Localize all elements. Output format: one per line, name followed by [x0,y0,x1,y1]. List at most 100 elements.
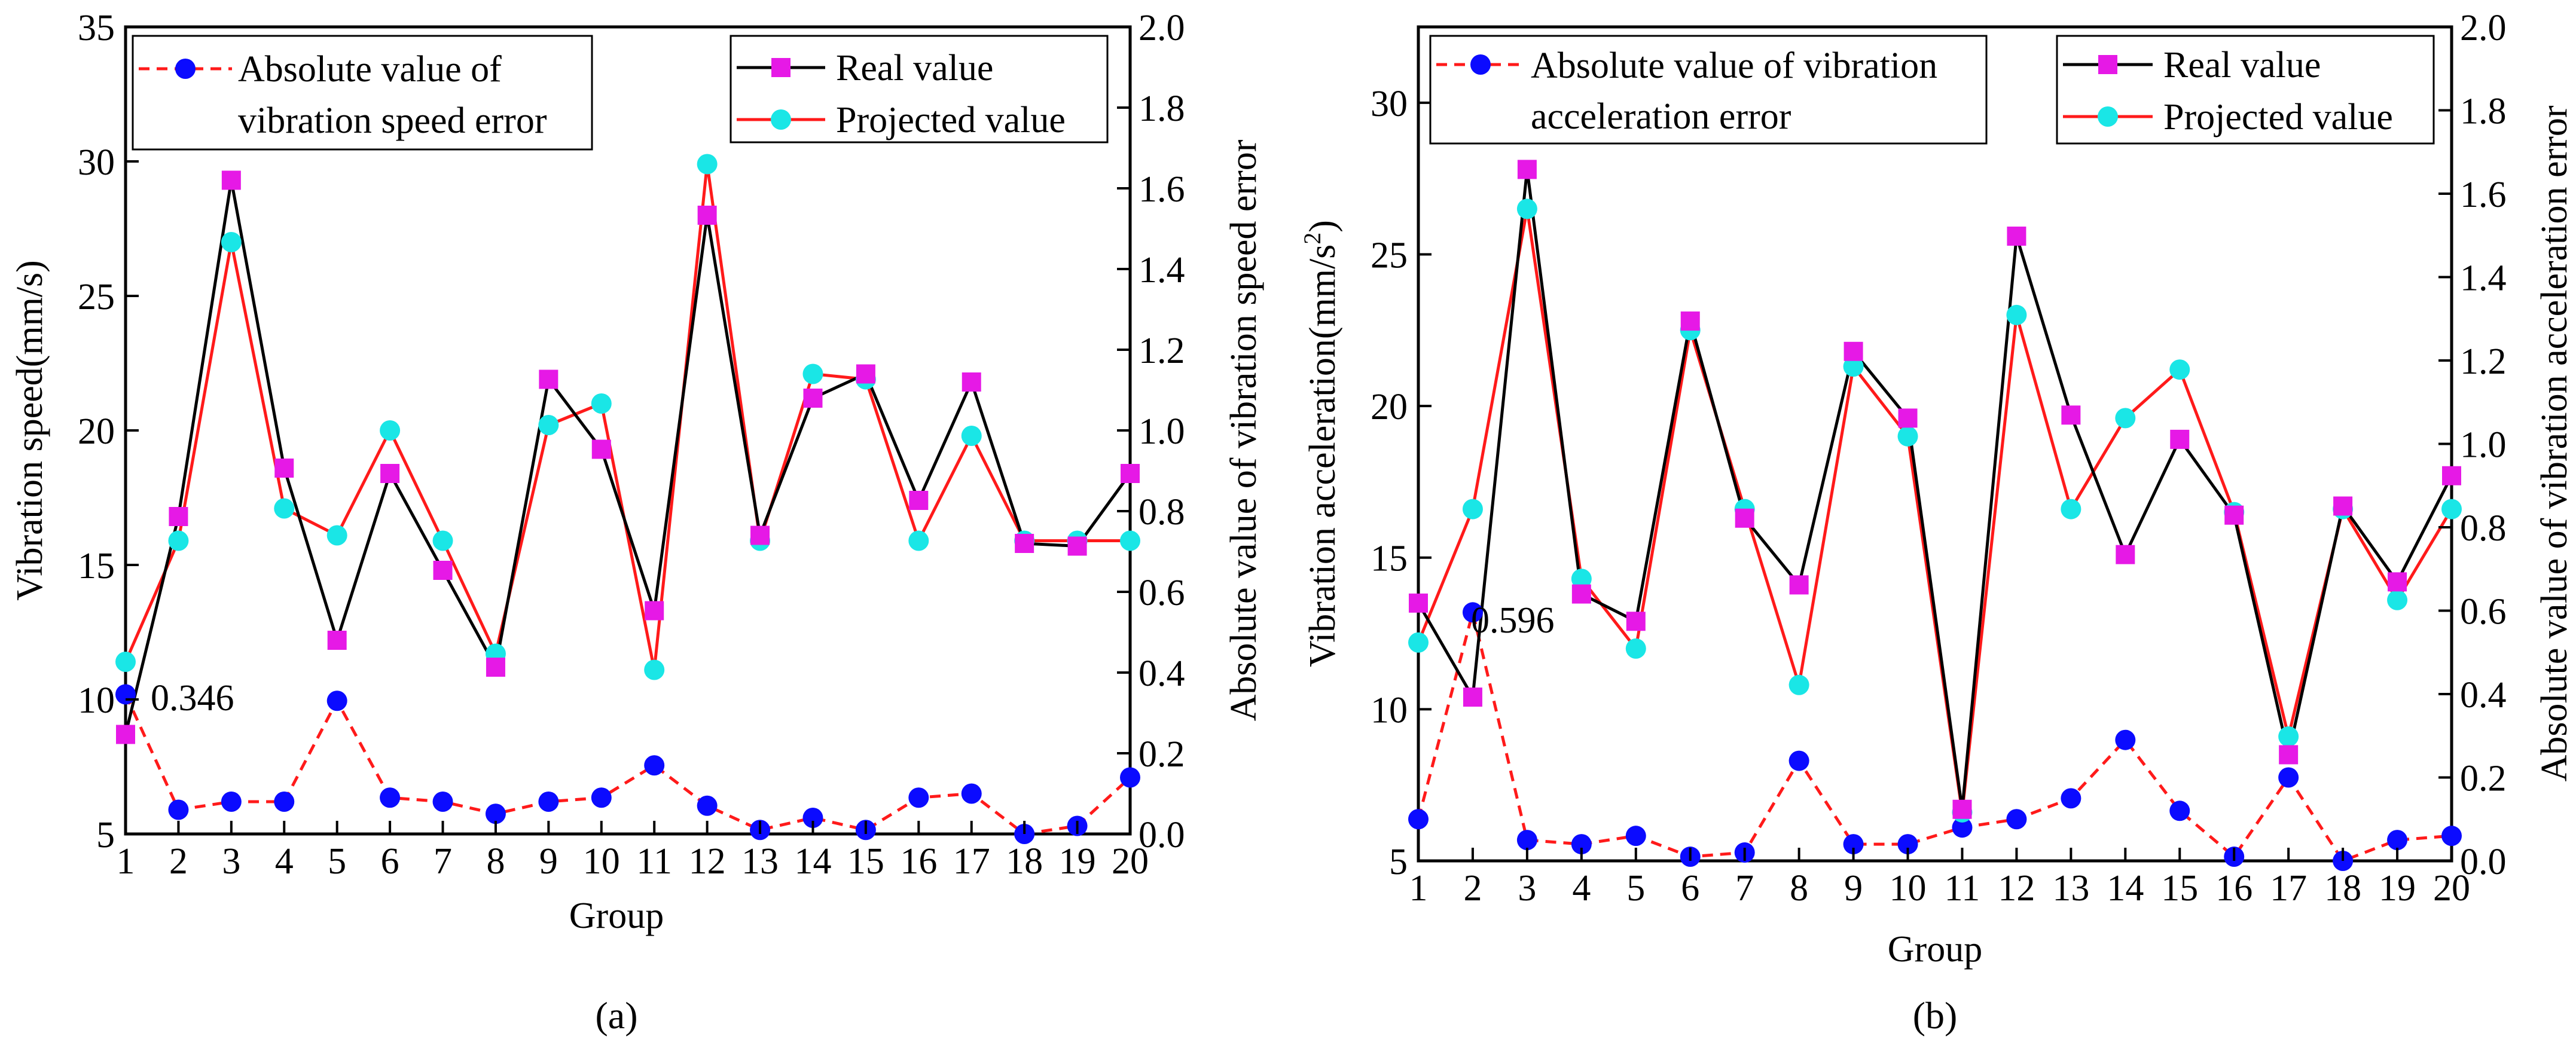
y-tick-label-left-a-6: 35 [78,8,115,48]
y-tick-label-right-a-3: 0.6 [1139,573,1185,613]
y-tick-label-right-a-0: 0.0 [1139,815,1185,855]
marker-a-s1-11 [644,659,665,680]
marker-a-s2-8 [485,803,506,824]
legend-error-marker-b [1470,54,1491,75]
marker-a-s0-16 [909,491,929,510]
legend-real-label-b: Real value [2163,45,2321,85]
marker-a-s2-7 [432,792,453,812]
y-tick-label-right-b-2: 0.4 [2460,675,2507,716]
y-tick-label-right-b-10: 2.0 [2460,8,2507,48]
marker-b-s0-12 [2007,227,2026,246]
marker-b-s1-5 [1625,638,1646,659]
marker-a-s0-2 [169,507,188,526]
x-tick-label-a-3: 4 [275,841,294,882]
y-tick-label-right-b-1: 0.2 [2460,759,2507,799]
marker-b-s2-15 [2169,800,2190,821]
caption-a: (a) [595,994,637,1037]
y-tick-label-left-a-2: 15 [78,546,115,586]
x-tick-label-a-7: 8 [486,841,505,882]
marker-a-s2-1 [115,684,136,705]
y-tick-label-left-b-2: 15 [1371,539,1408,579]
marker-b-s1-3 [1516,198,1537,219]
marker-b-s0-14 [2116,545,2135,564]
legend-error-a: Absolute value of vibration speed error [132,35,593,151]
legend-real-marker-b [2098,55,2117,74]
y-axis-label-left-b: Vibration acceleration(mm/s2) [1299,220,1343,667]
marker-b-s1-10 [1897,426,1918,447]
marker-a-s1-17 [961,426,982,446]
y-tick-label-right-a-9: 1.8 [1139,88,1185,129]
y-tick-label-left-b-3: 20 [1371,387,1408,427]
x-axis-label-b: Group [1888,929,1982,970]
marker-a-s1-3 [221,232,242,252]
x-tick-label-a-8: 9 [539,841,558,882]
marker-a-s1-5 [326,525,347,546]
marker-a-s0-7 [433,561,453,580]
marker-b-s0-1 [1409,593,1428,613]
y-tick-label-left-a-1: 10 [78,680,115,721]
x-tick-label-b-16: 17 [2270,868,2307,909]
x-tick-label-b-10: 11 [1945,868,1980,909]
marker-a-s0-3 [221,170,241,190]
series-line-a-0 [124,179,1132,735]
marker-a-s0-4 [274,459,294,478]
marker-b-s1-14 [2115,408,2136,429]
series-line-a-2 [124,693,1131,836]
marker-b-s2-9 [1843,834,1864,855]
y-tick-label-right-b-7: 1.4 [2460,258,2507,299]
x-tick-label-b-18: 19 [2379,868,2416,909]
legend-projected-label-b: Projected value [2163,97,2393,138]
x-tick-label-a-17: 18 [1006,841,1043,882]
x-tick-label-b-4: 5 [1626,868,1645,909]
marker-a-s0-5 [327,631,347,650]
legend-values-b: Real value Projected value [2056,35,2435,145]
marker-a-s0-9 [539,369,558,389]
y-tick-label-left-a-5: 30 [78,142,115,183]
marker-a-s0-19 [1067,536,1087,556]
marker-b-s1-12 [2006,304,2027,325]
y-tick-label-right-a-7: 1.4 [1139,250,1185,291]
marker-b-s2-2 [1462,602,1483,623]
y-tick-label-right-a-4: 0.8 [1139,492,1185,533]
marker-b-s0-10 [1898,408,1918,428]
marker-a-s2-16 [908,787,929,808]
marker-a-s0-6 [380,464,400,483]
legend-projected-marker-a [771,109,791,130]
marker-a-s2-5 [326,690,347,711]
y-tick-label-left-b-1: 10 [1371,690,1408,731]
x-tick-label-a-5: 6 [381,841,399,882]
legend-projected-label-a: Projected value [836,100,1066,140]
legend-projected-marker-b [2098,106,2118,127]
marker-b-s2-19 [2387,830,2408,851]
y-axis-label-right-a: Absolute value of vibration speed error [1223,139,1264,721]
legend-box-error-b [1429,35,1988,145]
x-tick-label-b-8: 9 [1844,868,1863,909]
marker-a-s1-7 [432,530,453,551]
marker-b-s1-8 [1788,674,1809,695]
x-tick-label-a-11: 12 [689,841,726,882]
x-tick-label-b-9: 10 [1890,868,1927,909]
marker-a-s2-6 [380,787,401,808]
marker-b-s0-7 [1735,508,1754,528]
y-axis-label-right-b: Absolute value of vibration acceleration… [2534,105,2575,781]
marker-b-s1-2 [1462,499,1483,520]
marker-b-s2-5 [1625,826,1646,847]
x-tick-label-b-12: 13 [2052,868,2089,909]
x-tick-label-a-18: 19 [1059,841,1096,882]
marker-b-s2-14 [2115,729,2136,750]
y-tick-label-left-a-4: 25 [78,277,115,317]
marker-b-s2-11 [1952,817,1973,838]
marker-b-s0-5 [1626,612,1646,631]
marker-a-s0-18 [1015,534,1034,553]
x-tick-label-b-13: 14 [2107,868,2144,909]
x-tick-label-a-6: 7 [434,841,452,882]
y-axis-label-left-a: Vibration speed(mm/s) [10,260,50,601]
marker-b-s1-20 [2441,499,2462,520]
marker-a-s1-16 [908,530,929,551]
legend-values-a: Real value Projected value [730,35,1109,143]
marker-b-s0-13 [2061,405,2081,425]
legend-box-error-a [132,35,593,151]
marker-a-s2-14 [802,808,823,828]
y-tick-label-right-b-5: 1.0 [2460,425,2507,466]
series-line-b-0 [1417,167,2453,811]
